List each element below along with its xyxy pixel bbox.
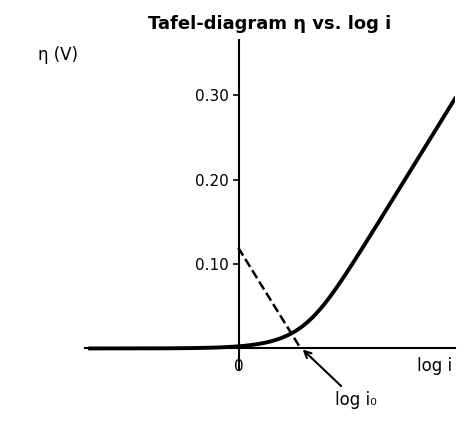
Text: log i₀: log i₀ <box>305 351 376 409</box>
Text: η (V): η (V) <box>39 46 78 64</box>
Title: Tafel-diagram η vs. log i: Tafel-diagram η vs. log i <box>148 15 392 33</box>
Text: log i: log i <box>417 357 452 375</box>
